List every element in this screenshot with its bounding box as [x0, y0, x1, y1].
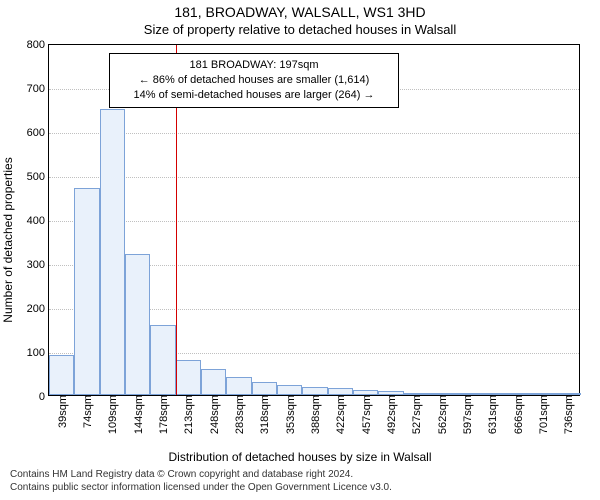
chart-subtitle: Size of property relative to detached ho…	[0, 22, 600, 37]
histogram-bar	[74, 188, 99, 395]
histogram-bar	[252, 382, 277, 395]
y-tick-label: 700	[27, 83, 49, 95]
y-tick-label: 200	[27, 303, 49, 315]
histogram-bar	[49, 355, 74, 395]
x-tick-label: 701sqm	[536, 395, 550, 434]
y-tick-label: 0	[39, 391, 49, 403]
x-tick-label: 178sqm	[156, 395, 170, 434]
x-tick-label: 248sqm	[207, 395, 221, 434]
histogram-bar	[201, 369, 226, 395]
y-axis-label: Number of detached properties	[1, 157, 15, 322]
annotation-line-3: 14% of semi-detached houses are larger (…	[116, 88, 392, 103]
x-tick-label: 457sqm	[359, 395, 373, 434]
x-tick-label: 562sqm	[435, 395, 449, 434]
page-title: 181, BROADWAY, WALSALL, WS1 3HD	[0, 4, 600, 20]
x-tick-label: 736sqm	[561, 395, 575, 434]
histogram-bar	[328, 388, 353, 395]
y-tick-label: 100	[27, 347, 49, 359]
x-tick-label: 527sqm	[409, 395, 423, 434]
y-tick-label: 300	[27, 259, 49, 271]
x-tick-label: 422sqm	[333, 395, 347, 434]
gridline	[49, 221, 579, 222]
x-tick-label: 144sqm	[131, 395, 145, 434]
x-tick-label: 666sqm	[511, 395, 525, 434]
x-tick-label: 283sqm	[232, 395, 246, 434]
histogram-bar	[125, 254, 150, 395]
chart-plot-area: 010020030040050060070080039sqm74sqm109sq…	[48, 44, 580, 396]
footer-line-1: Contains HM Land Registry data © Crown c…	[10, 469, 392, 482]
histogram-bar	[302, 387, 327, 395]
x-tick-label: 597sqm	[460, 395, 474, 434]
histogram-bar	[176, 360, 201, 395]
annotation-line-1: 181 BROADWAY: 197sqm	[116, 58, 392, 73]
x-tick-label: 213sqm	[181, 395, 195, 434]
histogram-bar	[226, 377, 251, 395]
histogram-bar	[277, 385, 302, 395]
gridline	[49, 133, 579, 134]
x-tick-label: 74sqm	[80, 395, 94, 428]
x-axis-label: Distribution of detached houses by size …	[0, 450, 600, 464]
annotation-line-2: ← 86% of detached houses are smaller (1,…	[116, 73, 392, 88]
annotation-box: 181 BROADWAY: 197sqm ← 86% of detached h…	[109, 53, 399, 108]
x-tick-label: 492sqm	[384, 395, 398, 434]
histogram-bar	[100, 109, 125, 395]
x-tick-label: 109sqm	[105, 395, 119, 434]
x-tick-label: 318sqm	[257, 395, 271, 434]
x-tick-label: 388sqm	[308, 395, 322, 434]
x-tick-label: 353sqm	[283, 395, 297, 434]
y-tick-label: 500	[27, 171, 49, 183]
footer-line-2: Contains public sector information licen…	[10, 482, 392, 495]
x-tick-label: 631sqm	[485, 395, 499, 434]
gridline	[49, 177, 579, 178]
y-tick-label: 600	[27, 127, 49, 139]
footer-attribution: Contains HM Land Registry data © Crown c…	[10, 469, 392, 494]
y-tick-label: 800	[27, 39, 49, 51]
y-tick-label: 400	[27, 215, 49, 227]
histogram-bar	[150, 325, 175, 395]
x-tick-label: 39sqm	[55, 395, 69, 428]
